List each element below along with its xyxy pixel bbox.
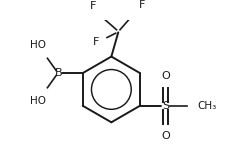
Text: O: O [161,71,170,81]
Text: O: O [161,131,170,141]
Text: F: F [93,37,99,47]
Text: HO: HO [30,40,46,50]
Text: B: B [55,68,62,78]
Text: F: F [90,1,96,11]
Text: F: F [138,0,145,10]
Text: S: S [162,101,169,111]
Text: HO: HO [30,96,46,106]
Text: CH₃: CH₃ [197,101,216,111]
